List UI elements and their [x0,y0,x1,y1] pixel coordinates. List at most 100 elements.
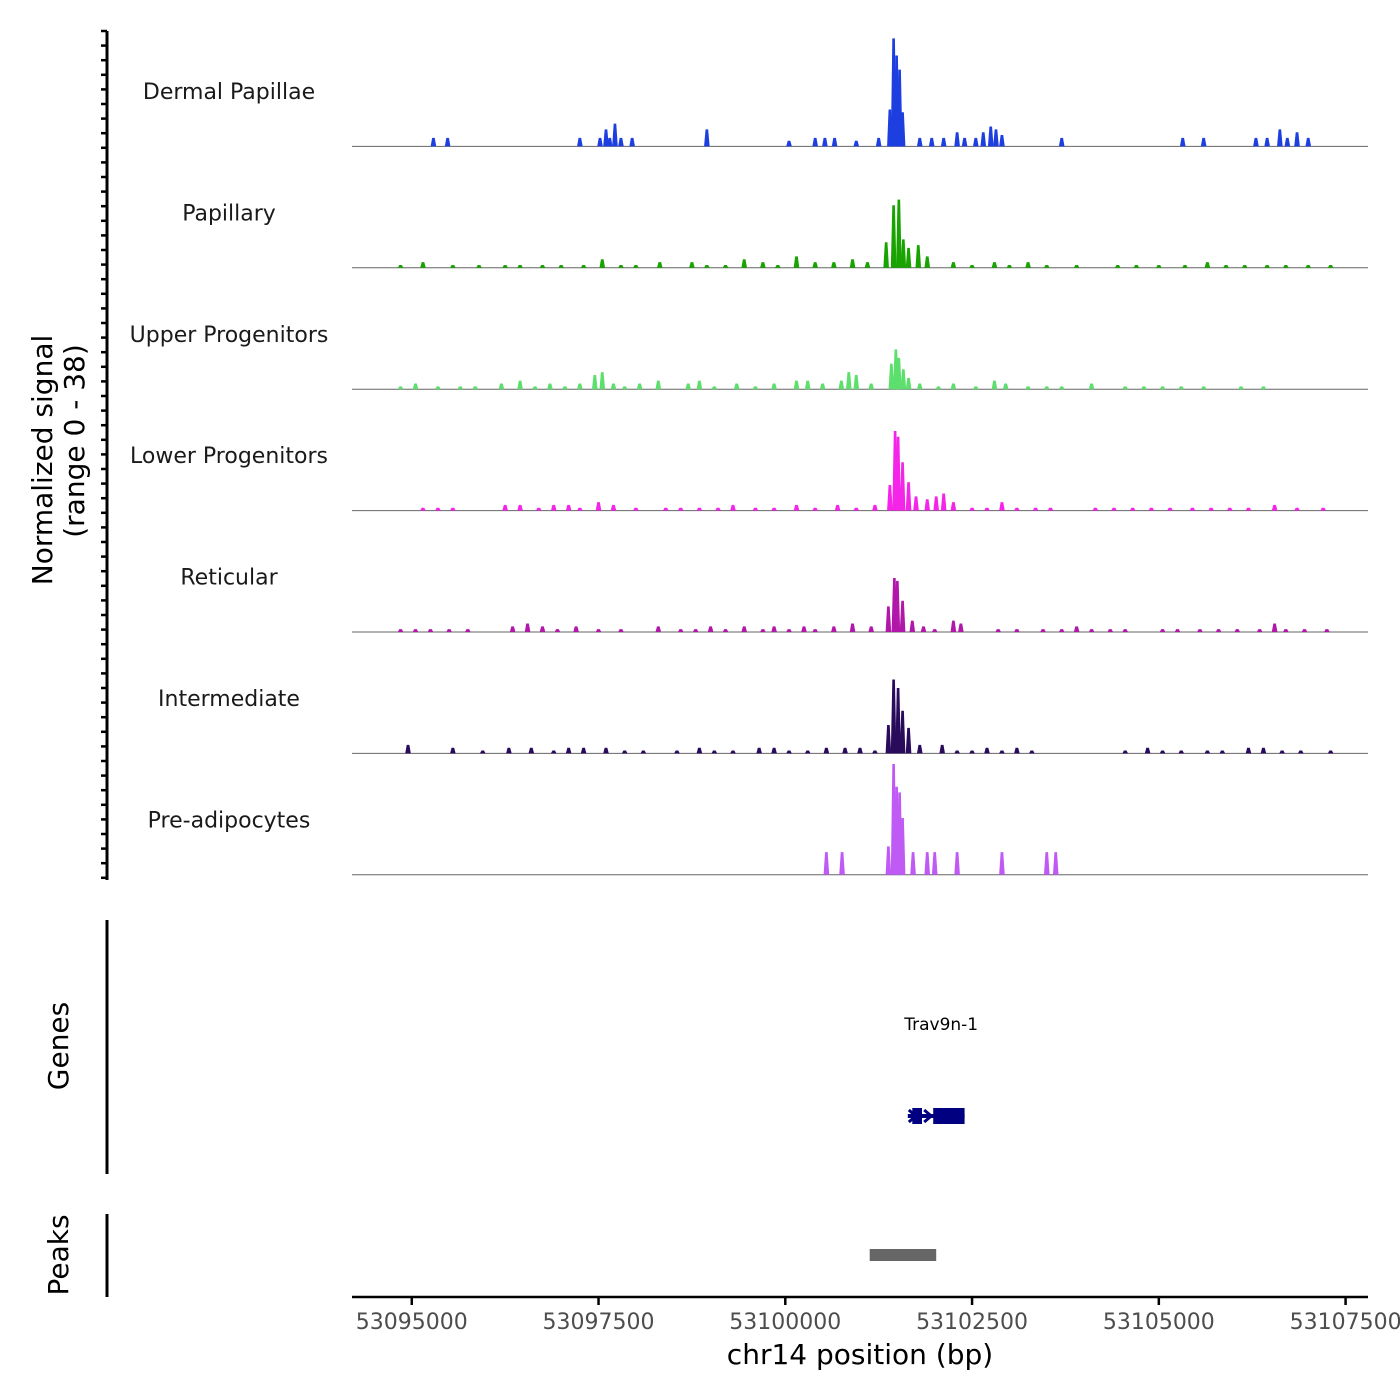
signal-bin [655,626,662,632]
signal-bin [894,580,901,632]
signal-bin [1088,383,1095,390]
signal-bin [1204,262,1211,268]
signal-bin [771,383,777,390]
signal-bin [940,493,947,511]
peaks-track: Peaks [42,1214,937,1297]
signal-bin [554,629,561,632]
signal-bin [872,504,878,511]
signal-bin [1073,264,1080,268]
signal-bin [733,383,740,390]
signal-bin [1043,386,1050,390]
x-axis: 53095000 53097500 53100000 53102500 53105000… [352,1295,1400,1371]
signal-bin [834,504,841,511]
signal-bin [502,264,508,268]
signal-bin [812,262,818,268]
signal-bin [1159,629,1166,632]
signal-bin [980,132,987,147]
signal-bin [905,247,912,268]
signal-bin [931,629,938,632]
signal-bin [771,747,777,754]
peaks-track-title: Peaks [42,1214,75,1295]
signal-bin [1253,137,1259,147]
signal-bin [991,380,998,390]
signal-bin [1122,629,1129,632]
signal-bin [853,507,860,511]
signal-bin [890,679,897,754]
signal-bin [760,262,766,268]
signal-bin [1294,132,1300,147]
signal-bin [1014,747,1020,754]
signal-bin [565,747,572,754]
signal-bin [674,750,680,754]
signal-bin [872,750,878,754]
signal-y-axis [101,29,109,880]
signal-bin [1006,264,1013,268]
signal-bin [502,504,508,511]
gene-exon [933,1108,965,1124]
signal-bin [1052,852,1059,875]
signal-bin [950,620,957,632]
signal-bin [1271,623,1278,632]
signal-bin [535,507,542,511]
genes-track: Genes Trav9n-1 [42,920,978,1174]
signal-bin [954,750,960,754]
signal-bin [1122,750,1129,754]
signal-bin [1025,262,1031,268]
signal-bin [993,129,999,147]
signal-bin [775,264,781,268]
signal-bin [476,264,482,268]
signal-bin [920,626,927,632]
signal-bin [1241,264,1248,268]
signal-bin [618,629,624,632]
signal-bin [446,629,452,632]
signal-bin [954,852,960,875]
signal-bin [450,747,456,754]
signal-bin [771,507,777,511]
signal-bin [853,140,860,147]
signal-bin [909,620,916,632]
y-axis-title-line2: (range 0 - 38) [58,344,91,538]
signal-bin [730,504,736,511]
signal-y-axis-ticks [101,29,107,880]
signal-bin [831,262,837,268]
y-axis-title-line1: Normalized signal [26,335,59,586]
signal-bin [610,383,617,390]
signal-bin [899,817,906,875]
signal-bin [741,626,748,632]
signal-bin [887,485,893,511]
signal-bin [786,140,792,147]
signal-bin [987,126,994,147]
signal-bin [954,132,960,147]
signal-bin [457,386,464,390]
signal-bin [793,504,800,511]
signal-bin [899,710,906,754]
signal-bin [577,383,583,390]
signal-bin [1327,750,1334,754]
signal-bin [1178,750,1185,754]
signal-bin [558,264,564,268]
signal-bin [831,137,838,147]
signal-bin [1002,383,1009,390]
signal-bin [793,380,800,390]
signal-bin [577,507,583,511]
signal-bin [899,600,906,632]
signal-bin [1284,137,1291,147]
signal-bin [1327,264,1334,268]
signal-bin [722,629,729,632]
signal-bin [950,383,957,390]
signal-bin [991,262,998,268]
signal-bin [707,626,714,632]
signal-bin [603,129,609,147]
signal-bin [1264,137,1270,147]
signal-bin [885,724,892,754]
signal-bin [532,386,538,390]
signal-bin [741,259,748,268]
signal-bin [539,626,546,632]
signal-bin [999,852,1005,875]
peaks-content [869,1249,937,1261]
signal-bin [715,507,721,511]
signal-bin [984,507,990,511]
signal-bin [1174,629,1181,632]
signal-bin [752,386,759,390]
signal-bin [999,750,1005,754]
